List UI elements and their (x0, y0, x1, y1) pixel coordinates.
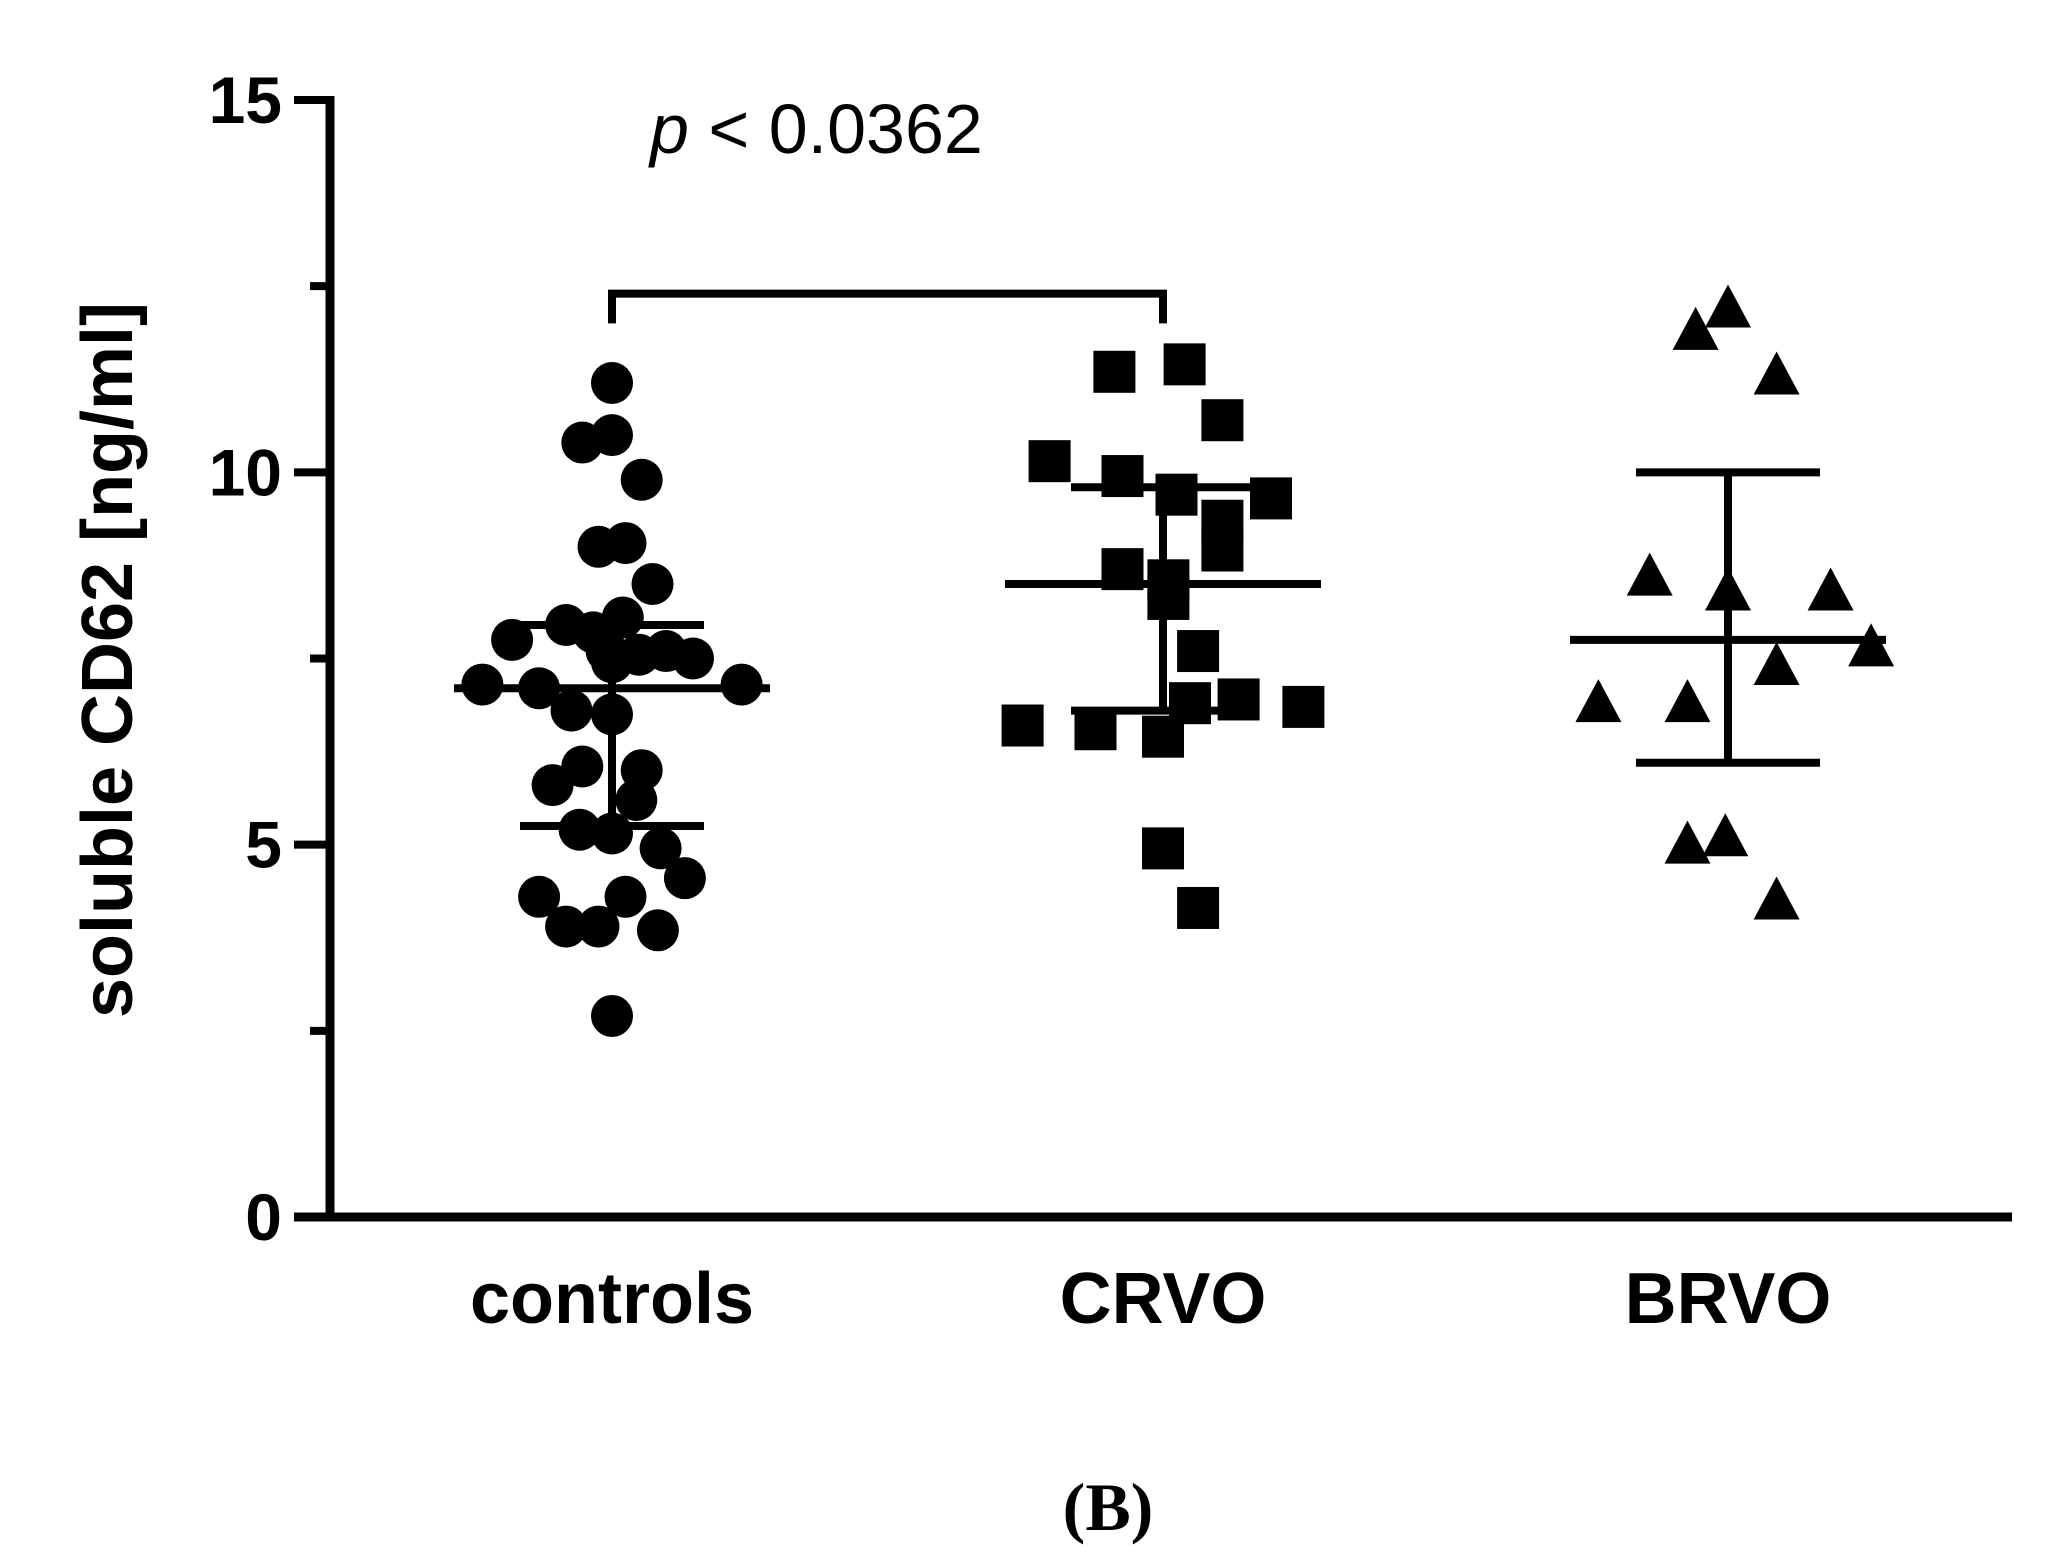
data-point-square (1250, 477, 1292, 520)
data-point-circle (550, 689, 593, 732)
data-point-square (1177, 886, 1220, 929)
bracket-line (608, 289, 1167, 324)
data-point-circle (591, 994, 633, 1037)
axes: 0 5 10 15 controls CRVO BRVO (209, 63, 2012, 1339)
data-point-square (1093, 350, 1136, 393)
y-tick-label: 10 (209, 435, 282, 509)
data-point-circle (615, 778, 658, 821)
y-tick-label: 5 (245, 808, 282, 882)
data-point-circle (604, 522, 647, 565)
data-point-square (1201, 399, 1244, 442)
data-point-square (1177, 630, 1220, 673)
data-point-triangle (1753, 641, 1800, 685)
data-point-triangle (1807, 567, 1854, 611)
x-category-label: BRVO (1625, 1259, 1832, 1339)
data-point-triangle (1575, 679, 1622, 723)
mean-sd-bars (454, 468, 1886, 831)
data-points (461, 284, 1895, 1037)
data-point-square (1001, 704, 1044, 747)
data-point-triangle (1753, 351, 1800, 395)
p-symbol: p (648, 90, 689, 168)
data-point-circle (591, 361, 633, 404)
data-point-circle (636, 909, 679, 952)
data-point-triangle (1702, 813, 1749, 857)
data-point-triangle (1664, 820, 1711, 864)
y-tick-label: 0 (245, 1180, 282, 1254)
data-point-circle (631, 563, 674, 606)
data-point-square (1142, 827, 1184, 870)
data-point-square (1142, 715, 1184, 758)
data-point-triangle (1705, 284, 1751, 328)
data-point-circle (531, 764, 574, 807)
data-point-triangle (1753, 876, 1800, 920)
y-tick-label: 15 (209, 63, 282, 137)
panel-label: (B) (1063, 1469, 1154, 1545)
data-point-circle (545, 905, 588, 948)
data-point-triangle (1664, 679, 1711, 723)
data-point-triangle (1848, 623, 1895, 667)
p-value-annotation: p < 0.0362 (648, 90, 983, 168)
data-point-triangle (1672, 306, 1719, 350)
data-point-circle (604, 875, 647, 918)
data-point-circle (591, 414, 633, 457)
p-value-text: < 0.0362 (689, 90, 983, 168)
x-category-label: CRVO (1060, 1259, 1267, 1339)
data-point-triangle (1626, 552, 1673, 596)
data-point-square (1163, 343, 1206, 386)
data-point-circle (639, 827, 682, 870)
significance-bracket (608, 289, 1167, 324)
y-axis-title: soluble CD62 [ng/ml] (68, 302, 148, 1018)
x-category-label: controls (470, 1259, 754, 1339)
data-point-circle (663, 857, 706, 900)
data-point-circle (518, 875, 561, 918)
data-point-circle (491, 618, 534, 661)
data-point-square (1282, 685, 1325, 728)
data-point-square (1074, 708, 1117, 751)
data-point-square (1028, 440, 1071, 483)
data-point-circle (672, 637, 714, 680)
data-point-square (1201, 529, 1244, 572)
data-point-circle (577, 905, 620, 948)
data-point-circle (620, 458, 663, 501)
